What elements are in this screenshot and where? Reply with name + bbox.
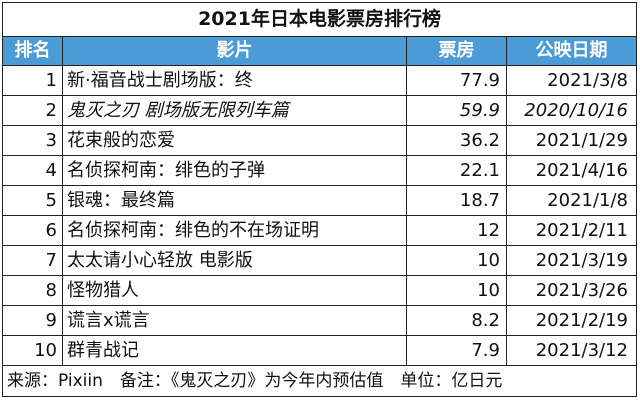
box-office-cell: 22.1 (406, 155, 507, 186)
table-row: 10 群青战记 7.9 2021/3/12 (2, 335, 638, 366)
release-date-cell: 2021/1/8 (505, 185, 638, 216)
film-cell: 花束般的恋爱 (62, 125, 407, 156)
table-row: 3 花束般的恋爱 36.2 2021/1/29 (2, 125, 638, 156)
rank-cell: 7 (2, 245, 63, 276)
release-date-cell: 2021/3/8 (505, 65, 638, 96)
rank-cell: 10 (2, 335, 63, 366)
source-note: 来源：Pixiin 备注：《鬼灭之刃》为今年内预估值 单位：亿日元 (1, 365, 638, 397)
rank-cell: 5 (2, 185, 63, 216)
header-box-office: 票房 (406, 36, 507, 66)
film-cell: 谎言x谎言 (62, 305, 407, 336)
table-row: 2 鬼灭之刃 剧场版无限列车篇 59.9 2020/10/16 (2, 95, 638, 126)
title-row: 2021年日本电影票房排行榜 (1, 2, 638, 37)
rank-cell: 1 (2, 65, 63, 96)
box-office-cell: 59.9 (406, 95, 507, 126)
table-row: 9 谎言x谎言 8.2 2021/2/19 (2, 305, 638, 336)
table-row: 5 银魂：最终篇 18.7 2021/1/8 (2, 185, 638, 216)
box-office-cell: 10 (406, 245, 507, 276)
rank-cell: 3 (2, 125, 63, 156)
release-date-cell: 2021/3/26 (505, 275, 638, 306)
header-film: 影片 (62, 36, 407, 66)
table-title: 2021年日本电影票房排行榜 (1, 2, 638, 37)
release-date-cell: 2021/3/12 (505, 335, 638, 366)
table-row: 1 新·福音战士剧场版：终 77.9 2021/3/8 (2, 65, 638, 96)
table-row: 6 名侦探柯南：绯色的不在场证明 12 2021/2/11 (2, 215, 638, 246)
rank-cell: 4 (2, 155, 63, 186)
release-date-cell: 2021/3/19 (505, 245, 638, 276)
box-office-table-sheet: 2021年日本电影票房排行榜 排名 影片 票房 公映日期 1 新·福音战士剧场版… (1, 2, 638, 397)
box-office-cell: 7.9 (406, 335, 507, 366)
film-cell: 群青战记 (62, 335, 407, 366)
rank-cell: 8 (2, 275, 63, 306)
box-office-cell: 12 (406, 215, 507, 246)
header-rank: 排名 (2, 36, 63, 66)
release-date-cell: 2021/2/11 (505, 215, 638, 246)
box-office-cell: 77.9 (406, 65, 507, 96)
film-cell: 太太请小心轻放 电影版 (62, 245, 407, 276)
table-row: 8 怪物猎人 10 2021/3/26 (2, 275, 638, 306)
release-date-cell: 2021/2/19 (505, 305, 638, 336)
rank-cell: 9 (2, 305, 63, 336)
table-row: 4 名侦探柯南：绯色的子弹 22.1 2021/4/16 (2, 155, 638, 186)
film-cell: 名侦探柯南：绯色的不在场证明 (62, 215, 407, 246)
film-cell: 鬼灭之刃 剧场版无限列车篇 (62, 95, 407, 126)
release-date-cell: 2021/4/16 (505, 155, 638, 186)
rank-cell: 6 (2, 215, 63, 246)
release-date-cell: 2021/1/29 (505, 125, 638, 156)
release-date-cell: 2020/10/16 (505, 95, 638, 126)
box-office-table: 2021年日本电影票房排行榜 排名 影片 票房 公映日期 1 新·福音战士剧场版… (1, 2, 638, 397)
box-office-cell: 8.2 (406, 305, 507, 336)
header-row: 排名 影片 票房 公映日期 (2, 36, 638, 66)
film-cell: 新·福音战士剧场版：终 (62, 65, 407, 96)
box-office-cell: 18.7 (406, 185, 507, 216)
box-office-cell: 36.2 (406, 125, 507, 156)
film-cell: 怪物猎人 (62, 275, 407, 306)
footer-row: 来源：Pixiin 备注：《鬼灭之刃》为今年内预估值 单位：亿日元 (1, 365, 638, 397)
table-body: 1 新·福音战士剧场版：终 77.9 2021/3/8 2 鬼灭之刃 剧场版无限… (2, 65, 638, 366)
box-office-cell: 10 (406, 275, 507, 306)
rank-cell: 2 (2, 95, 63, 126)
film-cell: 名侦探柯南：绯色的子弹 (62, 155, 407, 186)
film-cell: 银魂：最终篇 (62, 185, 407, 216)
table-row: 7 太太请小心轻放 电影版 10 2021/3/19 (2, 245, 638, 276)
header-release-date: 公映日期 (505, 36, 638, 66)
